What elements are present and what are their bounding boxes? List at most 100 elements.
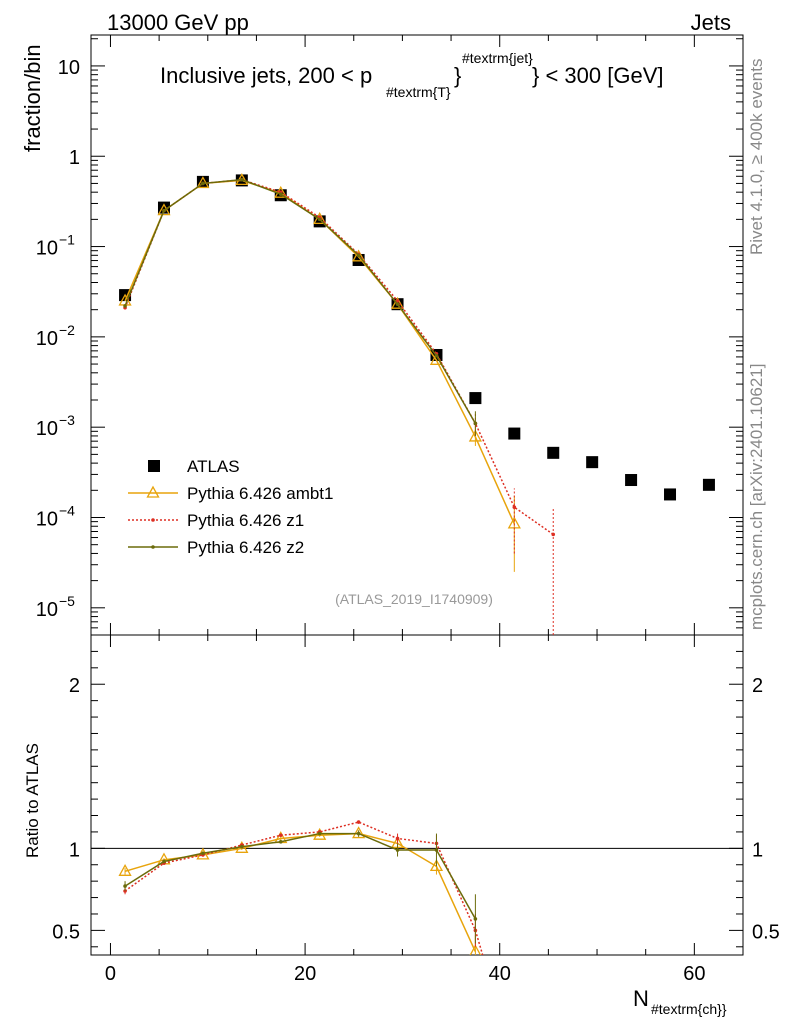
data-point [434,353,439,358]
chart-title: Inclusive jets, 200 < p #textrm{T} } #te… [160,50,663,100]
series-atlas [119,174,715,501]
xlabel-main: N [633,986,649,1011]
data-point [702,478,715,491]
y-tick-label-exponent: −1 [59,232,75,248]
ratio-y-tick-label-right: 1 [752,839,763,861]
legend-marker [151,545,155,549]
data-point [201,181,205,186]
data-point [468,429,482,442]
data-point [395,302,400,306]
ratio-point [429,859,444,872]
title-brace: } [454,63,461,88]
data-point [390,296,405,309]
ratio-point [395,836,400,841]
data-point [278,192,283,196]
analysis-tag: (ATLAS_2019_I1740909) [335,591,493,607]
data-point [512,505,517,510]
data-point [240,177,244,182]
data-point [664,488,677,501]
ratio-point [317,831,322,836]
data-point [162,208,166,213]
ratio-point [162,859,166,864]
legend-label: ATLAS [187,457,240,476]
ratio-point [278,839,283,844]
legend-marker [148,460,160,472]
data-point [356,253,361,258]
y-tick-label: 10 [36,238,58,260]
y-tick-label: 10 [36,418,58,440]
title-subscript: #textrm{T} [386,84,451,100]
data-point [469,392,482,405]
ratio-line [124,821,484,955]
header-right: Jets [691,10,731,35]
legend-marker [146,485,160,498]
data-point [547,446,560,459]
ratio-point [240,844,244,849]
legend-marker [151,518,155,522]
legend-label: Pythia 6.426 z2 [187,538,304,557]
data-point [123,304,127,308]
ratio-point [201,851,205,856]
data-point [352,249,366,262]
ratio-line [124,832,477,920]
y-tick-label: 10 [36,599,58,621]
header-left: 13000 GeV pp [107,10,249,35]
ratio-series-pythia-6-426-z2 [123,830,478,944]
y-tick-label-exponent: −3 [59,412,75,428]
data-point [157,203,171,216]
series-pythia-6-426-ambt1 [118,173,521,572]
data-point [551,532,556,537]
legend-entry: ATLAS [148,457,240,476]
top-ylabel: fraction/bin [20,44,45,152]
ratio-point [469,944,482,955]
rivet-version-label: Rivet 4.1.0, ≥ 400k events [747,59,766,255]
series-line [124,179,515,525]
ratio-series-pythia-6-426-z1 [123,820,484,955]
ratio-y-tick-label: 1 [69,839,80,861]
legend-label: Pythia 6.426 z1 [187,511,304,530]
ratio-y-tick-label-right: 2 [752,675,763,697]
xlabel-subscript: #textrm{ch}} [651,1001,727,1017]
ratio-point [278,833,283,838]
y-tick-label: 10 [58,57,80,79]
y-tick-label: 10 [36,328,58,350]
series-line [124,178,554,536]
y-tick-label: 1 [69,147,80,169]
series-line [124,178,477,424]
title-end: } < 300 [GeV] [532,63,663,88]
legend-entry: Pythia 6.426 z2 [128,538,304,557]
data-point [473,421,478,426]
ratio-ylabel: Ratio to ATLAS [23,743,42,858]
ratio-y-tick-label: 2 [69,675,80,697]
legend-entry: Pythia 6.426 z1 [128,511,304,530]
data-point [508,427,521,440]
data-point [395,299,400,303]
series-pythia-6-426-z2 [123,177,478,436]
y-tick-label-exponent: −5 [59,593,75,609]
data-point [586,456,599,469]
ratio-point [118,863,132,876]
x-tick-label: 60 [683,963,705,985]
title-main: Inclusive jets, 200 < p [160,63,372,88]
ratio-y-tick-label-right: 0.5 [752,921,780,943]
x-axis-label: N #textrm{ch}} [633,986,727,1017]
ratio-point [356,820,361,824]
legend: ATLAS Pythia 6.426 ambt1 Pythia 6.426 z1 Py… [128,457,333,557]
ratio-point [395,848,400,852]
ratio-point [352,826,366,839]
legend-entry: Pythia 6.426 ambt1 [128,484,333,503]
y-tick-label: 10 [36,508,58,530]
x-tick-label: 0 [105,963,116,985]
data-point [625,474,638,487]
ratio-line [124,832,477,953]
ratio-panel [91,820,743,955]
top-panel [118,173,715,635]
y-tick-label-exponent: −2 [59,322,75,338]
series-pythia-6-426-z1 [123,177,556,635]
ratio-panel-frame [90,634,744,956]
ratio-point [434,848,439,852]
ratio-point [123,884,127,888]
ratio-y-tick-label: 0.5 [52,921,80,943]
x-tick-label: 40 [489,963,511,985]
